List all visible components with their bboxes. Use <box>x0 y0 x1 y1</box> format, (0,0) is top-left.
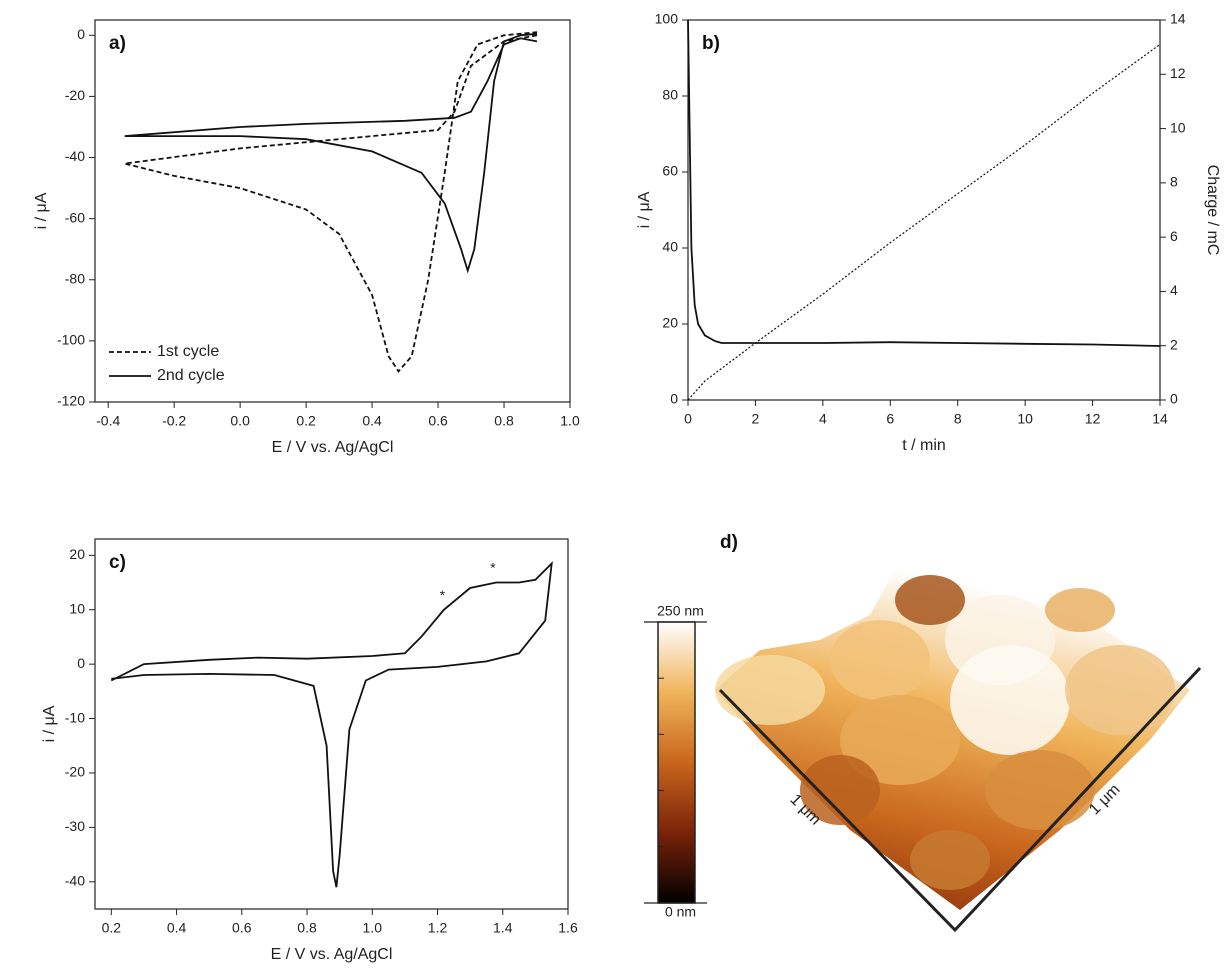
y-tick-label: -100 <box>57 332 85 348</box>
y-tick-label: 10 <box>69 600 85 616</box>
x-tick-label: 4 <box>819 411 827 427</box>
x-tick-label: 14 <box>1152 411 1168 427</box>
x-axis-label: E / V vs. Ag/AgCl <box>272 439 394 456</box>
y2-tick-label: 2 <box>1170 336 1178 352</box>
colorbar-label: 250 nm <box>657 603 704 619</box>
y-tick-label: -60 <box>65 209 85 225</box>
x-tick-label: 6 <box>886 411 894 427</box>
y-axis-label: i / μA <box>41 705 58 742</box>
chart-title: a) <box>109 33 126 54</box>
data-line <box>111 564 551 888</box>
afm-grain <box>1045 588 1115 632</box>
y2-axis-label: Charge / mC <box>1204 165 1221 256</box>
x-tick-label: 2 <box>752 411 760 427</box>
annotation: * <box>490 560 496 576</box>
y2-tick-label: 8 <box>1170 174 1178 190</box>
figure: -0.4-0.20.00.20.40.60.81.0-120-100-80-60… <box>0 0 1225 968</box>
y-tick-label: -40 <box>65 872 85 888</box>
colorbar-label: 0 nm <box>665 904 696 920</box>
x-tick-label: 8 <box>954 411 962 427</box>
y-tick-label: 0 <box>77 26 85 42</box>
x-axis-label: t / min <box>902 437 946 454</box>
x-tick-label: 0.2 <box>296 413 316 429</box>
afm-grain <box>715 655 825 725</box>
y-tick-label: 0 <box>77 655 85 671</box>
afm-grain <box>1065 645 1175 735</box>
y2-tick-label: 14 <box>1170 11 1186 27</box>
x-tick-label: 0.6 <box>232 920 252 936</box>
y-tick-label: 40 <box>662 239 678 255</box>
y2-tick-label: 12 <box>1170 65 1186 81</box>
afm-grain <box>910 830 990 890</box>
x-tick-label: 1.0 <box>560 413 580 429</box>
x-tick-label: 1.4 <box>493 920 513 936</box>
y2-tick-label: 10 <box>1170 119 1186 135</box>
x-tick-label: 0.8 <box>297 920 317 936</box>
x-axis-label: E / V vs. Ag/AgCl <box>271 946 393 963</box>
y-tick-label: -10 <box>65 709 85 725</box>
y2-tick-label: 6 <box>1170 228 1178 244</box>
y-tick-label: -120 <box>57 393 85 409</box>
afm-grain <box>950 645 1070 755</box>
chart-title: c) <box>109 552 126 573</box>
afm-grain <box>985 750 1095 830</box>
x-tick-label: 0.8 <box>494 413 514 429</box>
x-tick-label: 12 <box>1085 411 1101 427</box>
y-tick-label: 60 <box>662 163 678 179</box>
y-tick-label: 100 <box>655 11 679 27</box>
x-tick-label: 10 <box>1017 411 1033 427</box>
x-tick-label: 0.0 <box>230 413 250 429</box>
legend-label: 1st cycle <box>157 343 219 360</box>
x-tick-label: 0 <box>684 411 692 427</box>
afm-grain <box>895 575 965 625</box>
x-tick-label: 1.0 <box>363 920 383 936</box>
y-tick-label: -30 <box>65 818 85 834</box>
x-tick-label: 1.2 <box>428 920 448 936</box>
x-tick-label: 0.2 <box>102 920 122 936</box>
x-tick-label: 0.4 <box>167 920 187 936</box>
y-tick-label: 80 <box>662 87 678 103</box>
colorbar <box>658 622 695 903</box>
x-tick-label: 0.6 <box>428 413 448 429</box>
data-line <box>688 20 1160 346</box>
y-tick-label: -20 <box>65 764 85 780</box>
y-tick-label: 20 <box>662 315 678 331</box>
y2-tick-label: 4 <box>1170 282 1178 298</box>
data-line <box>688 44 1160 400</box>
data-line <box>125 34 537 271</box>
y-tick-label: -20 <box>65 87 85 103</box>
x-tick-label: -0.2 <box>162 413 186 429</box>
data-line <box>125 32 537 371</box>
legend-label: 2nd cycle <box>157 367 225 384</box>
afm-grain <box>830 620 930 700</box>
chart-title: d) <box>720 532 738 553</box>
y-axis-label: i / μA <box>636 191 653 228</box>
y-tick-label: -40 <box>65 148 85 164</box>
y-tick-label: 0 <box>670 391 678 407</box>
x-tick-label: -0.4 <box>96 413 120 429</box>
y-axis-label: i / μA <box>33 192 50 229</box>
y2-tick-label: 0 <box>1170 391 1178 407</box>
y-tick-label: -80 <box>65 270 85 286</box>
x-tick-label: 0.4 <box>362 413 382 429</box>
y-tick-label: 20 <box>69 546 85 562</box>
chart-title: b) <box>702 33 720 54</box>
x-tick-label: 1.6 <box>558 920 578 936</box>
annotation: * <box>440 587 446 603</box>
